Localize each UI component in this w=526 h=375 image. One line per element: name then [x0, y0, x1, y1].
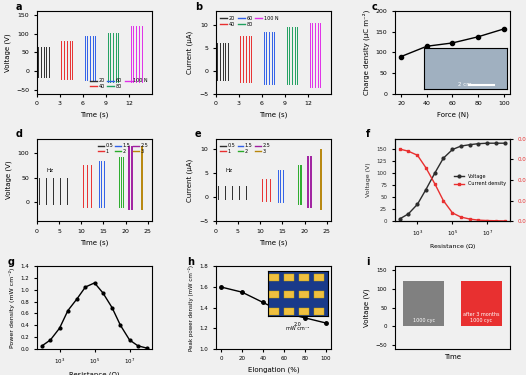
X-axis label: Time (s): Time (s): [80, 239, 109, 246]
Y-axis label: Current (μA): Current (μA): [187, 158, 194, 202]
Voltage: [423, 188, 429, 192]
Text: b: b: [195, 2, 202, 12]
Y-axis label: Voltage (V): Voltage (V): [366, 163, 371, 197]
Current density: [432, 182, 438, 186]
Legend: 0.5, 1, 1.5, 2, 2.5, 3: 0.5, 1, 1.5, 2, 2.5, 3: [96, 141, 150, 156]
Y-axis label: Charge density (μC m⁻²): Charge density (μC m⁻²): [362, 10, 370, 95]
Y-axis label: Voltage (V): Voltage (V): [363, 288, 370, 327]
Current density: [493, 219, 499, 223]
Y-axis label: Current (μA): Current (μA): [187, 31, 194, 74]
Legend: 0.5, 1, 1.5, 2, 2.5, 3: 0.5, 1, 1.5, 2, 2.5, 3: [218, 141, 272, 156]
Y-axis label: Voltage (V): Voltage (V): [4, 33, 11, 72]
Text: e: e: [195, 129, 201, 139]
Current density: [484, 218, 491, 223]
Current density: [467, 217, 473, 221]
Voltage: [414, 202, 421, 207]
Voltage: [405, 211, 411, 216]
Current density: [414, 153, 421, 158]
Voltage: [449, 147, 456, 152]
Voltage: [432, 171, 438, 175]
Line: Current density: Current density: [399, 148, 507, 222]
X-axis label: Resistance (Ω): Resistance (Ω): [430, 244, 475, 249]
Text: c: c: [372, 2, 378, 12]
Y-axis label: Peak power density (mW cm⁻²): Peak power density (mW cm⁻²): [188, 265, 194, 351]
Voltage: [475, 141, 481, 146]
X-axis label: Time (s): Time (s): [259, 239, 288, 246]
Voltage: [493, 141, 499, 146]
Legend: Voltage, Current density: Voltage, Current density: [452, 172, 508, 188]
X-axis label: Resistance (Ω): Resistance (Ω): [69, 371, 120, 375]
X-axis label: Elongation (%): Elongation (%): [248, 367, 299, 374]
Legend: 20, 40, 60, 80, 100 N: 20, 40, 60, 80, 100 N: [88, 76, 150, 91]
Y-axis label: Voltage (V): Voltage (V): [5, 161, 12, 200]
Y-axis label: Power density (mW cm⁻²): Power density (mW cm⁻²): [9, 267, 15, 348]
Text: d: d: [16, 129, 23, 139]
Voltage: [458, 144, 464, 148]
Current density: [502, 219, 508, 223]
X-axis label: Time: Time: [444, 354, 461, 360]
Current density: [405, 149, 411, 153]
Current density: [440, 198, 447, 203]
Text: h: h: [187, 257, 194, 267]
Current density: [458, 215, 464, 219]
Current density: [423, 165, 429, 170]
X-axis label: Time (s): Time (s): [259, 112, 288, 118]
Voltage: [484, 141, 491, 146]
Legend: 20, 40, 60, 80, 100 N: 20, 40, 60, 80, 100 N: [218, 13, 280, 28]
Bar: [461, 281, 502, 326]
Text: a: a: [16, 2, 23, 12]
Voltage: [440, 156, 447, 160]
Text: Hz: Hz: [225, 168, 232, 173]
X-axis label: Time (s): Time (s): [80, 112, 109, 118]
Text: after 3 months
1000 cyc: after 3 months 1000 cyc: [463, 312, 500, 322]
Line: Voltage: Voltage: [399, 142, 507, 220]
Current density: [475, 218, 481, 222]
Text: 1000 cyc: 1000 cyc: [412, 318, 434, 322]
Text: Hz: Hz: [46, 168, 53, 173]
Voltage: [467, 142, 473, 147]
Text: i: i: [366, 257, 369, 267]
Voltage: [502, 141, 508, 146]
Text: f: f: [366, 129, 370, 139]
Voltage: [397, 216, 403, 221]
Bar: [403, 281, 444, 326]
Text: g: g: [8, 257, 15, 267]
Current density: [449, 211, 456, 215]
X-axis label: Force (N): Force (N): [437, 112, 469, 118]
Current density: [397, 147, 403, 152]
